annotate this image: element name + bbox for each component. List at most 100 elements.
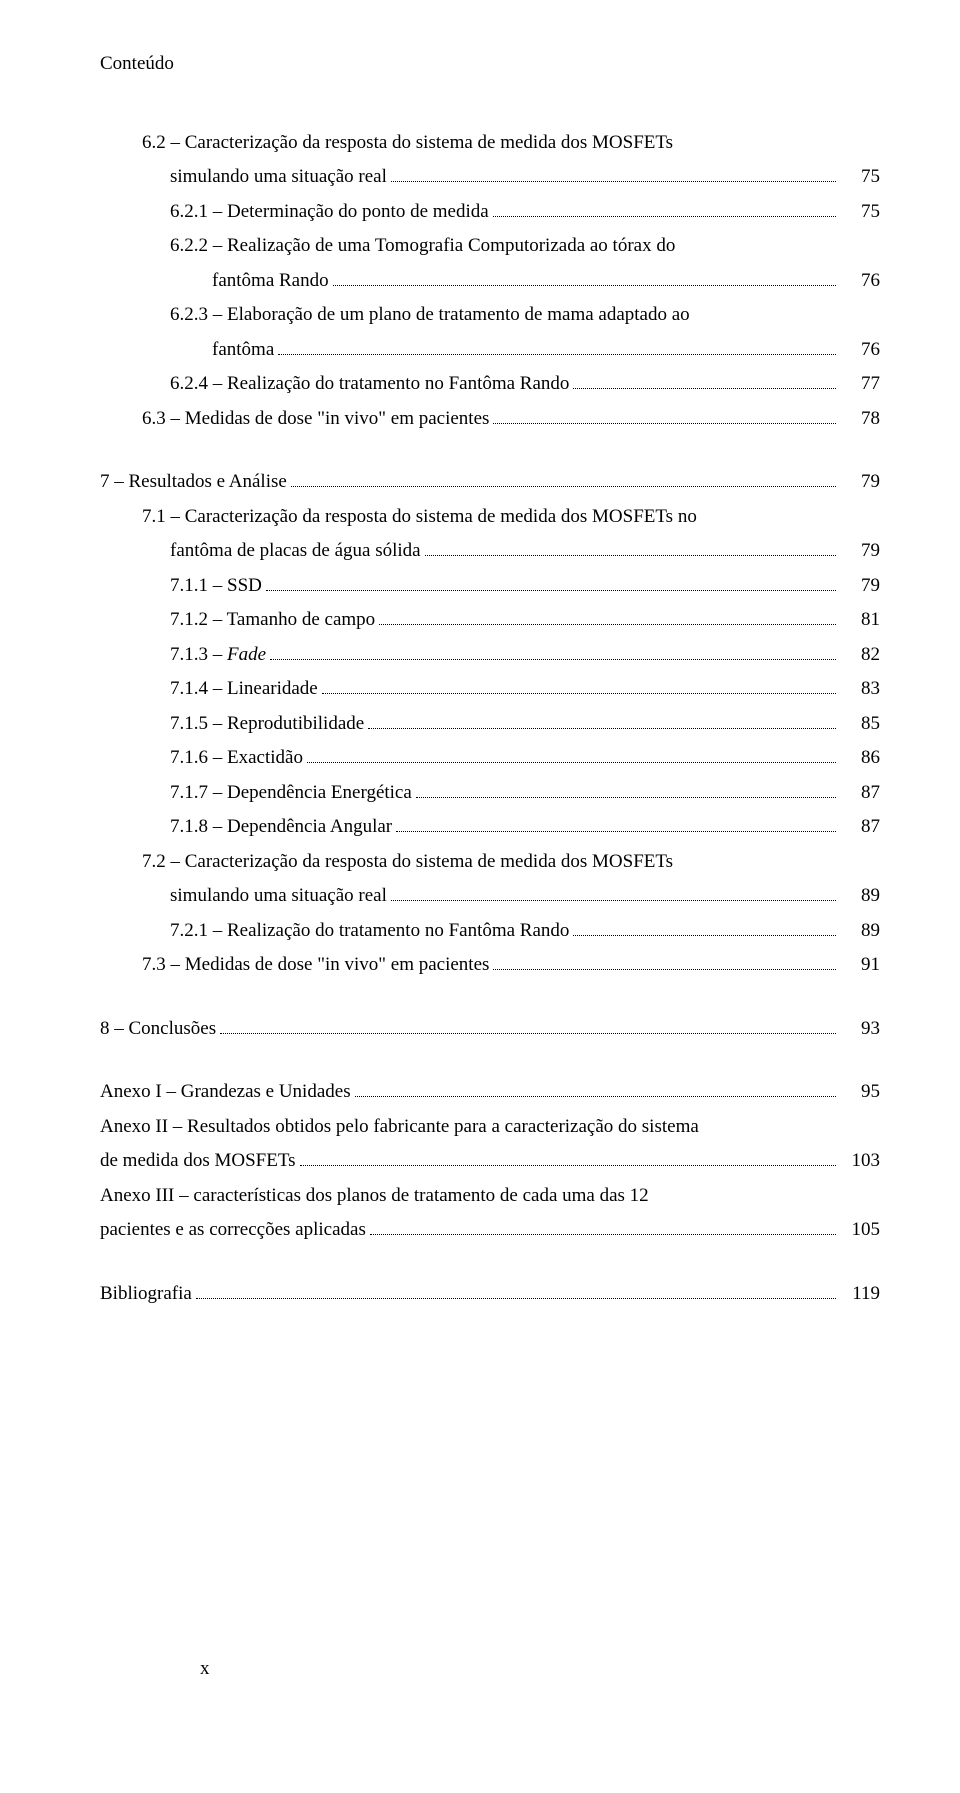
toc-entry: 7 – Resultados e Análise 79 <box>100 468 880 497</box>
toc-entry: 7.1.1 – SSD 79 <box>100 572 880 601</box>
toc-entry: 7.1.7 – Dependência Energética 87 <box>100 779 880 808</box>
toc-page: 82 <box>840 641 880 670</box>
toc-dots <box>493 423 836 424</box>
toc-entry: 7.1.5 – Reprodutibilidade 85 <box>100 710 880 739</box>
toc-page: 87 <box>840 813 880 842</box>
toc-page: 91 <box>840 951 880 980</box>
toc-label: 7 – Resultados e Análise <box>100 468 287 497</box>
toc-entry-cont: simulando uma situação real 89 <box>100 882 880 911</box>
toc-label: 7.1.1 – SSD <box>170 572 262 601</box>
toc-label: Anexo III – características dos planos d… <box>100 1182 649 1211</box>
toc-page: 76 <box>840 336 880 365</box>
toc-entry: 6.2.4 – Realização do tratamento no Fant… <box>100 370 880 399</box>
toc-label: 7.2.1 – Realização do tratamento no Fant… <box>170 917 569 946</box>
toc-label: 6.2.4 – Realização do tratamento no Fant… <box>170 370 569 399</box>
toc-page: 103 <box>840 1147 880 1176</box>
toc-dots <box>379 624 836 625</box>
toc-dots <box>278 354 836 355</box>
toc-entry: 8 – Conclusões 93 <box>100 1015 880 1044</box>
toc-label: fantôma <box>212 336 274 365</box>
toc-dots <box>493 969 836 970</box>
toc-label: pacientes e as correcções aplicadas <box>100 1216 366 1245</box>
toc-page: 79 <box>840 468 880 497</box>
toc-entry-cont: de medida dos MOSFETs 103 <box>100 1147 880 1176</box>
toc-entry: 7.1.4 – Linearidade 83 <box>100 675 880 704</box>
toc-entry: 6.2.1 – Determinação do ponto de medida … <box>100 198 880 227</box>
toc-dots <box>425 555 836 556</box>
toc-page: 79 <box>840 537 880 566</box>
toc-dots <box>396 831 836 832</box>
toc-page: 87 <box>840 779 880 808</box>
toc-label: Anexo II – Resultados obtidos pelo fabri… <box>100 1113 699 1142</box>
toc-entry: 6.2.2 – Realização de uma Tomografia Com… <box>100 232 880 261</box>
toc-label: 7.1 – Caracterização da resposta do sist… <box>142 503 697 532</box>
page-header: Conteúdo <box>100 50 880 79</box>
toc-label: simulando uma situação real <box>170 163 387 192</box>
toc-dots <box>391 181 836 182</box>
toc-page: 79 <box>840 572 880 601</box>
toc-page: 89 <box>840 917 880 946</box>
toc-entry-cont: pacientes e as correcções aplicadas 105 <box>100 1216 880 1245</box>
toc-label: fantôma de placas de água sólida <box>170 537 421 566</box>
toc-label: 6.2.2 – Realização de uma Tomografia Com… <box>170 232 675 261</box>
toc-label: 6.2.1 – Determinação do ponto de medida <box>170 198 489 227</box>
toc-entry: Anexo II – Resultados obtidos pelo fabri… <box>100 1113 880 1142</box>
toc-label: 7.1.6 – Exactidão <box>170 744 303 773</box>
toc-dots <box>266 590 836 591</box>
toc-dots <box>493 216 836 217</box>
toc-dots <box>416 797 836 798</box>
toc-dots <box>391 900 836 901</box>
toc-page: 75 <box>840 198 880 227</box>
toc-label: Anexo I – Grandezas e Unidades <box>100 1078 351 1107</box>
toc-label: 7.1.8 – Dependência Angular <box>170 813 392 842</box>
toc-block-anexos: Anexo I – Grandezas e Unidades 95 Anexo … <box>100 1078 880 1245</box>
toc-label: de medida dos MOSFETs <box>100 1147 296 1176</box>
toc-entry: Bibliografia 119 <box>100 1280 880 1309</box>
toc-dots <box>270 659 836 660</box>
toc-label: 7.1.2 – Tamanho de campo <box>170 606 375 635</box>
toc-dots <box>355 1096 836 1097</box>
toc-dots <box>322 693 836 694</box>
toc-entry-cont: simulando uma situação real 75 <box>100 163 880 192</box>
toc-entry: 7.2.1 – Realização do tratamento no Fant… <box>100 917 880 946</box>
toc-label-italic: Fade <box>227 644 266 665</box>
toc-entry: Anexo I – Grandezas e Unidades 95 <box>100 1078 880 1107</box>
toc-block-8: 8 – Conclusões 93 <box>100 1015 880 1044</box>
toc-entry: 6.2.3 – Elaboração de um plano de tratam… <box>100 301 880 330</box>
toc-block-7: 7 – Resultados e Análise 79 7.1 – Caract… <box>100 468 880 980</box>
toc-page: 93 <box>840 1015 880 1044</box>
toc-page: 119 <box>840 1280 880 1309</box>
toc-entry: 7.1.3 – Fade 82 <box>100 641 880 670</box>
toc-entry: Anexo III – características dos planos d… <box>100 1182 880 1211</box>
toc-entry: 7.2 – Caracterização da resposta do sist… <box>100 848 880 877</box>
toc-dots <box>196 1298 836 1299</box>
toc-entry: 7.3 – Medidas de dose "in vivo" em pacie… <box>100 951 880 980</box>
toc-label: 7.2 – Caracterização da resposta do sist… <box>142 848 673 877</box>
toc-page: 81 <box>840 606 880 635</box>
toc-dots <box>370 1234 836 1235</box>
toc-entry: 6.2 – Caracterização da resposta do sist… <box>100 129 880 158</box>
toc-label: 8 – Conclusões <box>100 1015 216 1044</box>
toc-dots <box>573 388 836 389</box>
toc-dots <box>573 935 836 936</box>
toc-page: 76 <box>840 267 880 296</box>
toc-dots <box>291 486 836 487</box>
toc-label: 6.3 – Medidas de dose "in vivo" em pacie… <box>142 405 489 434</box>
toc-entry: 7.1.2 – Tamanho de campo 81 <box>100 606 880 635</box>
toc-page: 86 <box>840 744 880 773</box>
toc-page: 78 <box>840 405 880 434</box>
toc-label: 6.2.3 – Elaboração de um plano de tratam… <box>170 301 690 330</box>
footer-page-number: x <box>200 1655 210 1684</box>
toc-page: 85 <box>840 710 880 739</box>
toc-entry: 7.1.8 – Dependência Angular 87 <box>100 813 880 842</box>
toc-dots <box>333 285 836 286</box>
toc-dots <box>368 728 836 729</box>
toc-entry-cont: fantôma Rando 76 <box>100 267 880 296</box>
toc-entry: 7.1 – Caracterização da resposta do sist… <box>100 503 880 532</box>
toc-label: 7.1.4 – Linearidade <box>170 675 318 704</box>
toc-page: 77 <box>840 370 880 399</box>
toc-block-bib: Bibliografia 119 <box>100 1280 880 1309</box>
toc-label: fantôma Rando <box>212 267 329 296</box>
toc-dots <box>300 1165 836 1166</box>
toc-label: 6.2 – Caracterização da resposta do sist… <box>142 129 673 158</box>
